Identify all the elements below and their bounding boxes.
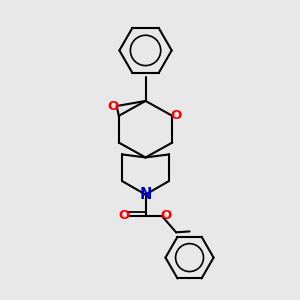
Text: O: O <box>160 209 172 223</box>
Text: N: N <box>140 187 152 202</box>
Text: O: O <box>171 109 182 122</box>
Text: O: O <box>118 209 129 223</box>
Text: O: O <box>107 100 118 112</box>
